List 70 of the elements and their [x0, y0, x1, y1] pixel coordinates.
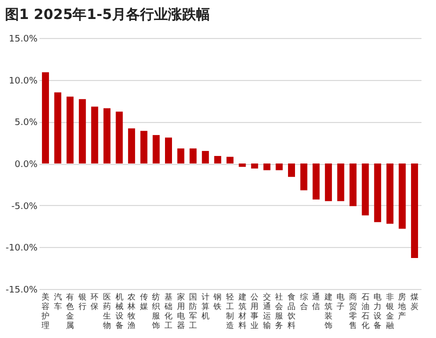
bar [42, 72, 49, 164]
x-tick-label: 计算机 [201, 292, 210, 320]
bar [152, 135, 160, 164]
bar [164, 138, 172, 164]
bar [398, 164, 406, 229]
y-tick-label: 10.0% [8, 76, 38, 86]
x-tick-label: 机械设备 [115, 292, 124, 330]
bar [116, 112, 123, 164]
bar [214, 156, 222, 164]
x-tick-label: 农林牧渔 [126, 292, 136, 330]
bar [276, 164, 283, 170]
x-tick-label: 公用事业 [250, 292, 259, 330]
bar [66, 96, 74, 164]
x-tick-label: 钢铁 [212, 292, 222, 311]
bar [288, 164, 296, 177]
y-tick-label: 0.0% [14, 160, 38, 170]
bar [386, 164, 394, 224]
x-tick-label: 国防军工 [189, 292, 198, 330]
bar [251, 164, 258, 169]
y-tick-label: -15.0% [6, 286, 38, 296]
x-tick-label: 基础化工 [163, 292, 172, 330]
bar [128, 128, 136, 164]
x-tick-label: 美容护理 [40, 292, 50, 330]
x-tick-label: 煤炭 [410, 292, 419, 311]
x-tick-label: 房地产 [397, 292, 406, 320]
bar [103, 108, 110, 164]
bar [202, 150, 209, 164]
bar [177, 148, 184, 164]
bar [78, 99, 86, 164]
bar [374, 164, 382, 222]
y-tick-label: 5.0% [14, 118, 38, 128]
x-tick-label: 医药生物 [102, 292, 111, 330]
x-tick-label: 银行 [77, 292, 86, 311]
x-tick-label: 非银金融 [384, 292, 394, 330]
y-tick-label: 15.0% [8, 34, 38, 44]
bar [324, 164, 332, 202]
chart-title: 图1 2025年1-5月各行业涨跌幅 [5, 7, 210, 23]
x-tick-label: 家用电器 [176, 292, 185, 330]
bar [238, 164, 246, 167]
x-tick-label: 环保 [90, 292, 99, 311]
x-tick-label: 石油石化 [361, 292, 370, 330]
x-tick-label: 建筑材料 [237, 292, 246, 330]
y-tick-label: -10.0% [6, 244, 38, 254]
bar [140, 130, 148, 164]
bar [337, 164, 344, 202]
x-tick-label: 社会服务 [275, 292, 284, 330]
bar [350, 164, 357, 206]
x-tick-label: 电子 [336, 292, 345, 311]
x-tick-label: 电力设备 [374, 292, 382, 330]
x-tick-label: 传媒 [140, 292, 148, 311]
bar [54, 92, 62, 164]
bar [362, 164, 369, 216]
x-tick-label: 纺织服饰 [151, 292, 160, 330]
x-tick-label: 有色金属 [66, 292, 74, 330]
x-tick-label: 轻工制造 [226, 292, 234, 330]
bar [411, 164, 418, 258]
x-tick-label: 食品饮料 [286, 292, 296, 330]
x-tick-label: 建筑装饰 [323, 292, 332, 330]
x-tick-label: 通信 [312, 292, 320, 311]
bar [91, 106, 98, 164]
bar [263, 164, 270, 170]
y-tick-label: -5.0% [11, 202, 38, 212]
bar [226, 156, 234, 164]
x-tick-label: 商贸零售 [349, 292, 358, 330]
x-tick-label: 综合 [300, 292, 308, 311]
bar [312, 164, 320, 200]
x-tick-label: 汽车 [54, 292, 62, 311]
bar [190, 148, 197, 164]
x-tick-label: 交通运输 [262, 292, 271, 330]
bar [300, 164, 308, 190]
